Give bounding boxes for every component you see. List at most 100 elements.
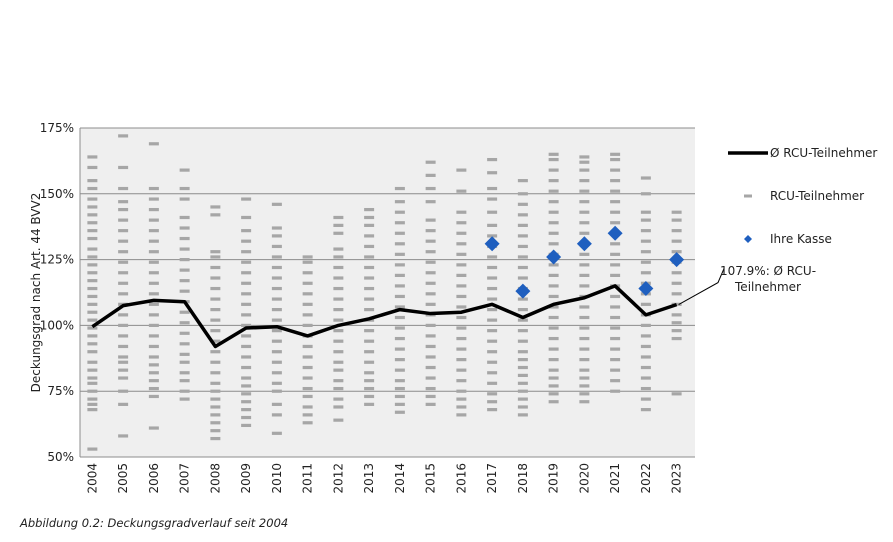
participant-dash xyxy=(394,386,405,391)
x-tick-label: 2023 xyxy=(670,463,684,494)
participant-dash xyxy=(517,244,528,249)
own-fund-diamond xyxy=(515,283,531,299)
participant-dash xyxy=(241,250,252,254)
participant-dash xyxy=(148,229,159,233)
x-tick-label: 2016 xyxy=(454,463,468,494)
participant-dash xyxy=(548,263,559,267)
participant-dash xyxy=(425,173,436,177)
participant-dash xyxy=(425,292,436,296)
participant-dash xyxy=(456,379,467,383)
participant-dash xyxy=(364,329,375,333)
y-tick-label: 75% xyxy=(47,384,74,398)
participant-dash xyxy=(148,197,159,201)
participant-dash xyxy=(333,405,344,409)
participant-dash xyxy=(271,234,282,238)
participant-dash xyxy=(579,358,590,362)
participant-dash xyxy=(148,334,159,338)
participant-dash xyxy=(671,292,682,296)
participant-dash xyxy=(210,297,221,301)
participant-dash xyxy=(241,323,252,327)
participant-dash xyxy=(364,386,375,391)
participant-dash xyxy=(118,239,129,243)
participant-dash xyxy=(333,368,344,372)
participant-dash xyxy=(394,294,405,299)
participant-dash xyxy=(394,231,405,235)
participant-dash xyxy=(517,405,528,409)
participant-dash xyxy=(302,344,313,349)
participant-dash xyxy=(241,344,252,349)
x-tick-label: 2019 xyxy=(547,463,561,494)
participant-dash xyxy=(118,186,129,191)
legend-diamond-swatch xyxy=(744,235,752,243)
participant-dash xyxy=(548,376,559,380)
participant-dash xyxy=(579,273,590,277)
participant-dash xyxy=(210,265,221,270)
participant-dash xyxy=(241,415,252,420)
participant-dash xyxy=(210,350,221,354)
participant-dash xyxy=(118,281,129,285)
participant-dash xyxy=(118,323,129,327)
participant-dash xyxy=(394,305,405,309)
participant-dash xyxy=(118,229,129,233)
participant-dash xyxy=(456,210,467,214)
participant-dash xyxy=(640,239,651,243)
participant-dash xyxy=(333,318,344,322)
participant-dash xyxy=(487,276,498,280)
participant-dash xyxy=(425,250,436,254)
participant-dash xyxy=(456,252,467,256)
participant-dash xyxy=(118,355,129,359)
average-annotation: 107.9%: Ø RCU- Teilnehmer xyxy=(678,264,816,306)
participant-dash xyxy=(394,284,405,288)
participant-dash xyxy=(241,384,252,388)
participant-dash xyxy=(271,360,282,364)
participant-dash xyxy=(271,276,282,280)
participant-dash xyxy=(487,265,498,270)
participant-dash xyxy=(364,394,375,399)
participant-dash xyxy=(241,334,252,338)
participant-dash xyxy=(148,344,159,349)
participant-dash xyxy=(87,350,98,354)
participant-dash xyxy=(487,329,498,333)
figure-caption: Abbildung 0.2: Deckungsgradverlauf seit … xyxy=(20,516,289,530)
participant-dash xyxy=(87,342,98,346)
x-tick-label: 2007 xyxy=(178,463,192,494)
own-fund-markers xyxy=(484,225,685,299)
participant-dash xyxy=(148,302,159,306)
participant-dash xyxy=(610,368,621,372)
participant-dash xyxy=(241,229,252,233)
participant-dash xyxy=(425,394,436,399)
y-axis-ticks: 50% 75% 100% 125% 150% 175% xyxy=(40,121,74,464)
participant-dash xyxy=(333,360,344,364)
participant-dash xyxy=(640,365,651,370)
participant-dash xyxy=(425,323,436,327)
participant-dash xyxy=(610,263,621,267)
participant-dash xyxy=(487,186,498,191)
participant-dash xyxy=(610,358,621,362)
x-tick-label: 2010 xyxy=(270,463,284,494)
participant-dash xyxy=(548,200,559,204)
participant-dash xyxy=(517,373,528,378)
participant-dash xyxy=(210,308,221,312)
participant-dash xyxy=(210,389,221,393)
participant-dash xyxy=(425,365,436,370)
participant-dash xyxy=(517,358,528,362)
participant-dash xyxy=(610,179,621,183)
participant-dash xyxy=(148,292,159,296)
participant-dash xyxy=(456,294,467,299)
participant-dash xyxy=(148,363,159,367)
x-tick-label: 2014 xyxy=(393,463,407,494)
participant-dash xyxy=(671,271,682,275)
own-fund-diamond xyxy=(484,236,500,252)
participant-dash xyxy=(364,265,375,270)
participant-dash xyxy=(456,389,467,393)
participant-dash xyxy=(425,200,436,204)
participant-dash xyxy=(179,186,190,191)
participant-dash xyxy=(610,252,621,256)
participant-dash xyxy=(548,384,559,388)
participant-dash xyxy=(87,334,98,338)
participant-dash xyxy=(425,229,436,233)
participant-dash xyxy=(487,197,498,201)
x-tick-label: 2020 xyxy=(577,463,591,494)
participant-dash xyxy=(333,350,344,354)
participant-dash xyxy=(548,242,559,246)
